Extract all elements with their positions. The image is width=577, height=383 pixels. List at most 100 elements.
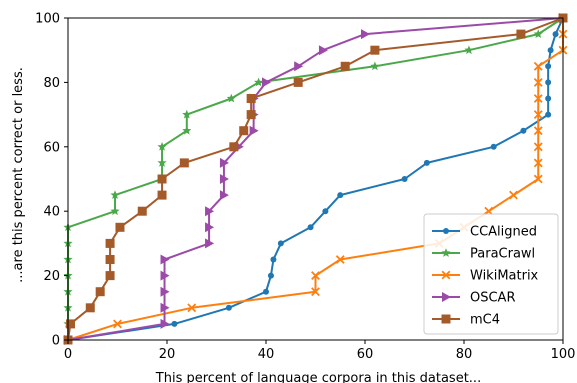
legend-item-paracrawl: ParaCrawl	[432, 247, 535, 262]
data-point-wikimatrix	[113, 319, 122, 329]
legend: CCAligned ParaCrawl WikiMatrix OSCAR mC4	[423, 213, 559, 335]
legend-marker	[441, 270, 451, 280]
legend-label: OSCAR	[470, 291, 516, 306]
data-point-wikimatrix	[533, 142, 543, 152]
data-point-oscar	[160, 286, 170, 297]
data-point-oscar	[205, 206, 215, 217]
data-point-paracrawl	[110, 190, 120, 199]
y-axis-label: ...are this percent correct or less.	[11, 67, 26, 283]
data-point-mc4	[293, 77, 303, 87]
data-point-ccaligned	[545, 63, 552, 70]
data-point-ccaligned	[263, 288, 269, 295]
data-point-wikimatrix	[311, 271, 320, 281]
x-tick-label: 0	[64, 347, 72, 362]
data-point-ccaligned	[270, 256, 277, 263]
legend-item-ccaligned: CCAligned	[432, 225, 537, 240]
data-point-wikimatrix	[335, 255, 345, 264]
data-point-paracrawl	[370, 61, 380, 71]
data-point-paracrawl	[464, 45, 474, 55]
data-point-ccaligned	[225, 304, 232, 311]
data-point-ccaligned	[547, 47, 554, 54]
data-point-oscar	[262, 77, 271, 88]
data-point-paracrawl	[182, 125, 192, 135]
data-point-oscar	[219, 157, 229, 168]
data-point-ccaligned	[267, 272, 274, 279]
x-tick-label: 60	[357, 347, 374, 362]
data-point-mc4	[179, 158, 189, 168]
data-point-mc4	[105, 238, 115, 248]
data-point-oscar	[160, 302, 170, 313]
data-point-mc4	[157, 190, 167, 200]
x-tick-label: 80	[456, 347, 473, 362]
data-point-ccaligned	[545, 95, 552, 102]
data-point-mc4	[239, 126, 249, 136]
data-point-oscar	[318, 45, 328, 56]
data-point-oscar	[205, 222, 215, 233]
y-tick-label: 60	[43, 140, 60, 155]
data-point-mc4	[246, 94, 256, 103]
data-point-mc4	[516, 29, 526, 39]
data-point-ccaligned	[552, 31, 559, 38]
data-point-oscar	[160, 318, 170, 329]
data-point-ccaligned	[307, 224, 314, 231]
data-point-mc4	[105, 255, 115, 264]
data-point-ccaligned	[423, 159, 430, 166]
data-point-wikimatrix	[533, 110, 543, 120]
data-point-paracrawl	[110, 206, 120, 216]
legend-label: mC4	[470, 313, 500, 328]
legend-marker	[441, 314, 451, 324]
data-point-ccaligned	[337, 192, 344, 199]
data-point-mc4	[65, 319, 75, 329]
legend-label: WikiMatrix	[470, 269, 539, 284]
data-point-mc4	[340, 61, 350, 71]
data-point-wikimatrix	[187, 303, 197, 313]
data-point-wikimatrix	[311, 287, 320, 297]
data-point-wikimatrix	[533, 77, 543, 87]
legend-item-mc4: mC4	[432, 313, 500, 328]
data-point-oscar	[294, 61, 304, 72]
legend-label: ParaCrawl	[470, 247, 535, 262]
data-point-oscar	[249, 125, 259, 136]
data-point-mc4	[105, 271, 115, 281]
legend-item-oscar: OSCAR	[432, 291, 516, 306]
data-point-mc4	[157, 174, 167, 184]
data-point-paracrawl	[226, 93, 236, 103]
data-point-oscar	[361, 29, 370, 40]
y-tick-label: 0	[52, 334, 60, 349]
data-point-paracrawl	[157, 142, 167, 151]
legend-marker	[443, 228, 449, 234]
data-point-mc4	[229, 142, 239, 152]
legend-box	[423, 213, 559, 335]
data-point-oscar	[219, 174, 229, 184]
data-point-paracrawl	[157, 158, 167, 167]
data-point-ccaligned	[277, 240, 284, 247]
x-tick-label: 20	[159, 347, 176, 362]
data-point-mc4	[85, 303, 95, 313]
data-point-paracrawl	[254, 77, 264, 87]
data-point-paracrawl	[182, 109, 192, 119]
series-ccaligned	[65, 15, 566, 343]
data-point-ccaligned	[545, 79, 552, 86]
data-point-oscar	[205, 238, 215, 249]
axes-frame	[67, 17, 564, 341]
data-point-mc4	[95, 287, 105, 297]
legend-marker	[441, 248, 451, 257]
data-point-wikimatrix	[533, 94, 543, 103]
data-point-mc4	[246, 110, 256, 120]
x-tick-label: 40	[258, 347, 275, 362]
data-point-wikimatrix	[533, 126, 543, 136]
data-point-ccaligned	[520, 127, 527, 134]
data-point-oscar	[219, 190, 229, 201]
data-point-mc4	[137, 206, 147, 216]
y-tick-label: 100	[35, 12, 60, 27]
data-point-mc4	[370, 45, 380, 55]
data-point-oscar	[160, 254, 170, 265]
data-point-wikimatrix	[509, 190, 518, 200]
data-point-mc4	[115, 222, 125, 232]
data-point-wikimatrix	[533, 174, 543, 184]
legend-item-wikimatrix: WikiMatrix	[432, 269, 539, 284]
series-mc4	[63, 13, 568, 345]
data-point-ccaligned	[490, 143, 497, 150]
y-tick-label: 40	[43, 205, 60, 220]
